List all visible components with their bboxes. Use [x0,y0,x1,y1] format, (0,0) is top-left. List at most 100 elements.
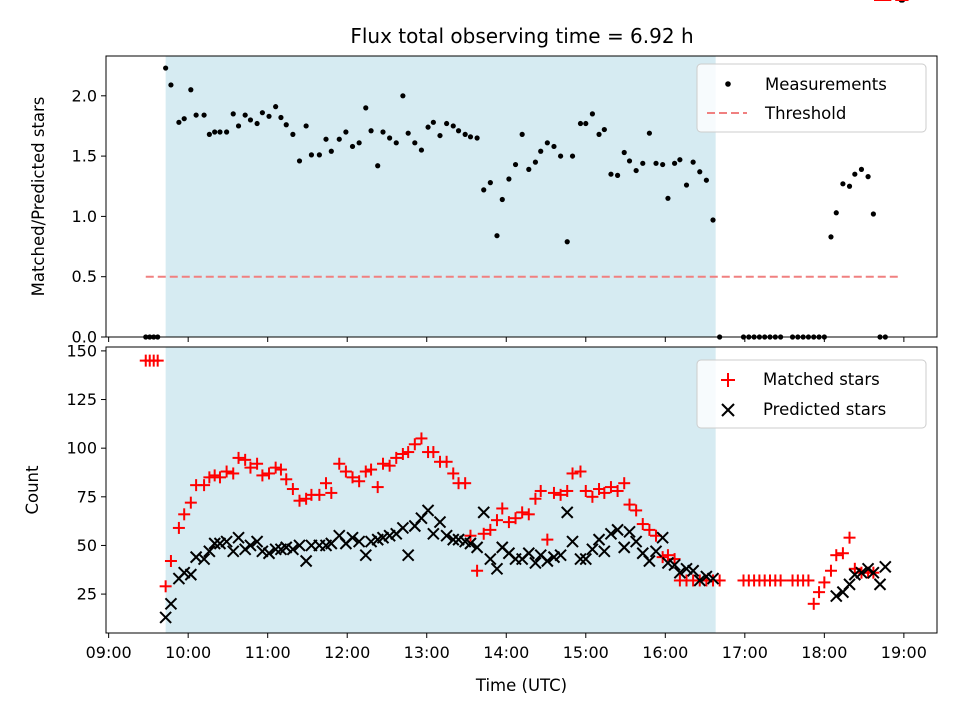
measurement-point [564,239,570,245]
predicted-star-point [164,597,178,611]
measurement-point [467,134,474,140]
measurement-point [303,123,309,129]
predicted-star-point [227,545,240,558]
measurement-point [254,120,260,127]
matched-star-point [830,549,843,562]
x-tick-label: 14:00 [483,643,529,662]
matched-star-point [554,488,567,501]
measurement-point [589,111,596,117]
measurement-point [290,131,296,137]
measurement-point [336,136,342,142]
matched-star-point [251,457,264,470]
matched-star-point [802,574,815,587]
y-tick-label: 125 [66,390,97,409]
x-tick-label: 12:00 [324,643,370,662]
matched-star-point [346,471,359,484]
measurement-point [557,153,564,159]
matched-star-point [502,516,515,529]
matched-star-point [184,496,197,509]
measurement-point [450,123,456,129]
matched-star-point [807,597,820,610]
measurement-point [633,167,639,174]
matched-star-point [843,531,856,544]
count-panel-legend: Matched stars Predicted stars [696,359,927,429]
measurement-point [188,87,194,93]
measurement-point [181,116,187,122]
predicted-star-point [244,539,257,552]
measurement-point [710,217,716,223]
matched-star-point [269,461,282,474]
matched-star-point [636,518,649,531]
matched-star-point [471,564,484,577]
measurement-point [242,112,248,118]
legend-measurements-label: Measurements [765,75,887,94]
measurement-point [526,166,532,172]
matched-star-point [541,533,554,546]
matched-star-point [280,473,293,486]
y-tick-label: 50 [77,536,97,555]
legend-threshold-label: Threshold [764,104,846,123]
predicted-star-point [484,552,497,566]
matched-star-point [151,354,164,367]
measurement-point [418,147,425,153]
measurement-point [646,130,652,136]
predicted-star-point [470,541,484,554]
measurement-point [259,110,265,116]
matched-star-point [630,504,643,517]
predicted-star-point [586,543,599,556]
predicted-star-point [579,552,592,566]
matched-star-point [813,586,826,599]
matched-star-point [477,527,490,540]
predicted-star-point [477,506,490,519]
x-tick-label: 09:00 [86,643,132,662]
matched-star-point [359,465,372,478]
matched-star-point [496,502,509,515]
x-tick-label: 18:00 [801,643,847,662]
predicted-star-point [686,564,700,577]
legend-matched-label: Matched stars [763,370,880,389]
matched-star-point [227,467,240,480]
matched-star-point [604,481,617,494]
predicted-star-point [879,560,892,574]
predicted-star-point [611,523,624,537]
matched-star-point [390,451,403,464]
y-tick-label: 0.0 [72,328,97,347]
matched-star-point [490,514,503,527]
predicted-star-point [447,533,460,546]
ratio-panel-legend: Measurements Threshold [696,63,927,133]
predicted-star-point [197,552,211,566]
measurement-point [206,131,212,137]
x-tick-label: 15:00 [563,643,609,662]
measurement-point [455,128,462,134]
count-panel-frame [105,346,938,634]
measurement-point [474,135,480,141]
predicted-star-point [396,521,410,535]
measurement-point [858,166,865,172]
predicted-star-point [427,527,440,540]
matched-star-point [774,574,787,587]
predicted-star-point [522,547,535,560]
matched-star-point [661,549,674,562]
matched-star-point [293,494,306,507]
x-tick-label: 13:00 [404,643,450,662]
legend-measurements-marker [725,81,731,87]
matched-star-point [365,463,378,476]
matched-star-point [320,477,333,490]
measurement-point [163,65,169,71]
predicted-star-point [490,562,504,576]
predicted-star-point [208,537,221,550]
measurement-point [393,140,399,146]
measurement-point [212,129,218,135]
matched-star-point [408,438,421,451]
predicted-star-point [464,537,477,550]
matched-star-point [598,486,611,499]
matched-star-point [484,523,497,536]
ratio-panel-ylabel: Matched/Predicted stars [29,97,48,297]
matched-star-point [377,457,389,470]
measurement-point [283,122,289,128]
measurement-point [201,112,207,118]
observing-span-shade [165,56,716,337]
x-tick-label: 16:00 [642,643,688,662]
measurement-point [677,157,683,163]
